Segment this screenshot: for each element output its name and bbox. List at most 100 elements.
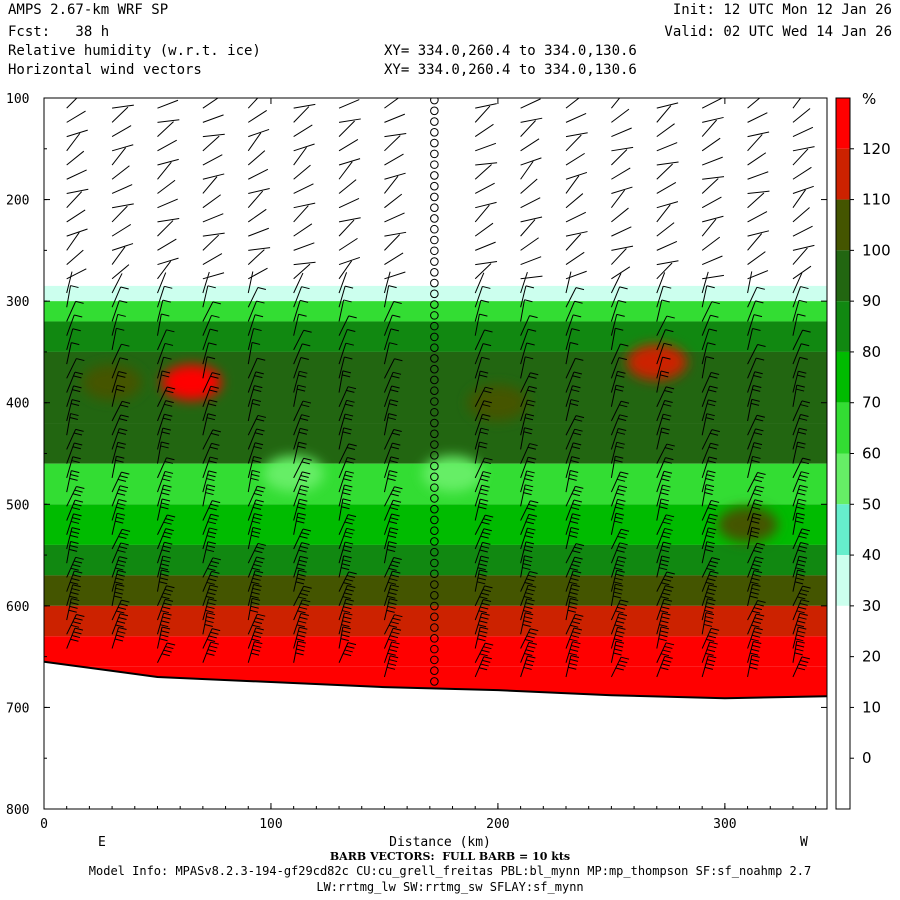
wind-barb-feather [525, 521, 534, 525]
wind-barb-feather [711, 499, 720, 503]
wind-barb-feather [704, 549, 714, 552]
wind-barb [656, 262, 673, 280]
wind-barb-feather [296, 520, 305, 524]
wind-barb-feather [206, 535, 216, 539]
wind-barb-feather [659, 563, 669, 567]
wind-barb-feather [116, 573, 125, 577]
wind-barb-feather [618, 546, 627, 549]
wind-barb-feather [481, 484, 490, 488]
wind-barb-feather [752, 388, 761, 392]
wind-barb [565, 655, 572, 678]
wind-barb-feather [482, 541, 491, 545]
wind-barb-feather [255, 627, 264, 631]
wind-barb-feather [665, 585, 674, 589]
wind-barb-feather [616, 620, 625, 624]
wind-barb-feather [115, 624, 124, 628]
wind-barb [656, 260, 679, 266]
wind-barb [293, 124, 313, 138]
wind-barb-feather [161, 626, 171, 630]
wind-barb-feather [386, 609, 395, 613]
wind-barb [610, 189, 626, 208]
wind-barb-feather [618, 485, 628, 489]
wind-barb-feather [257, 542, 267, 546]
wind-barb-feather [480, 299, 490, 303]
wind-barb [157, 343, 166, 365]
wind-barb [747, 251, 766, 265]
wind-barb-feather [664, 389, 673, 393]
wind-barb-feather [478, 634, 487, 638]
wind-barb [202, 342, 210, 365]
wind-barb-feather [206, 652, 215, 656]
wind-barb-feather [346, 527, 355, 531]
wind-barb [611, 186, 633, 194]
wind-barb-feather [753, 513, 762, 516]
wind-barb-feather [116, 620, 126, 624]
wind-barb-feather [753, 385, 762, 389]
wind-barb-feather [477, 581, 486, 585]
wind-barb [611, 167, 631, 180]
wind-barb-feather [704, 620, 713, 623]
wind-barb [701, 285, 708, 308]
wind-barb-feather [799, 474, 808, 478]
wind-barb-feather [750, 652, 759, 656]
wind-barb-feather [799, 356, 808, 360]
colorbar-bin [836, 402, 850, 454]
wind-barb-feather [392, 499, 402, 503]
rh-pocket [626, 344, 687, 381]
wind-barb-feather [573, 570, 582, 574]
wind-barb-feather [344, 413, 354, 417]
wind-barb-feather [615, 644, 624, 648]
wind-barb-feather [574, 300, 583, 304]
wind-barb-feather [662, 356, 671, 360]
wind-barb [293, 442, 300, 464]
wind-barb-feather [479, 431, 488, 435]
wind-barb-feather [250, 652, 260, 656]
wind-barb-feather [206, 581, 215, 585]
wind-barb-feather [299, 592, 309, 596]
wind-barb-feather [666, 571, 675, 575]
wind-barb-feather [116, 634, 125, 638]
wind-barb-feather [798, 478, 807, 482]
wind-barb-feather [303, 457, 312, 461]
wind-barb-feather [618, 475, 627, 479]
wind-barb-feather [343, 545, 353, 549]
wind-barb-feather [116, 512, 126, 516]
wind-barb-feather [296, 648, 305, 652]
wind-barb [565, 287, 577, 308]
wind-barb-feather [117, 431, 127, 435]
wind-barb-feather [482, 413, 491, 417]
wind-barb-feather [73, 513, 82, 517]
wind-barb-feather [161, 559, 170, 563]
calm-marker [430, 149, 439, 159]
wind-barb [656, 370, 662, 393]
calm-marker [430, 300, 439, 309]
wind-barb-feather [660, 498, 670, 502]
colorbar-bin [836, 656, 850, 708]
wind-barb [792, 185, 814, 194]
wind-barb-feather [571, 328, 580, 332]
wind-barb-feather [526, 635, 535, 639]
wind-barb [202, 356, 208, 379]
wind-barb [66, 399, 73, 422]
wind-barb [66, 301, 77, 322]
rh-pocket [161, 364, 222, 401]
wind-barb [656, 105, 672, 123]
wind-barb-feather [753, 607, 763, 611]
wind-barb-feather [663, 403, 672, 407]
wind-barb-feather [300, 485, 309, 489]
model-info-2: LW:rrtmg_lw SW:rrtmg_sw SFLAY:sf_mynn [316, 880, 584, 894]
wind-barb-feather [298, 559, 308, 563]
wind-barb-feather [572, 503, 581, 507]
wind-barb [202, 213, 224, 223]
wind-barb-feather [617, 498, 626, 502]
wind-barb-feather [254, 385, 263, 389]
terrain-fill [44, 661, 827, 809]
wind-barb-feather [479, 569, 488, 573]
wind-barb-feather [74, 617, 83, 621]
wind-barb-feather [164, 470, 174, 474]
wind-barb-feather [796, 384, 805, 388]
wind-barb [111, 165, 130, 180]
wind-barb-feather [528, 641, 537, 645]
wind-barb-feather [660, 374, 669, 378]
wind-barb-feather [569, 534, 578, 538]
